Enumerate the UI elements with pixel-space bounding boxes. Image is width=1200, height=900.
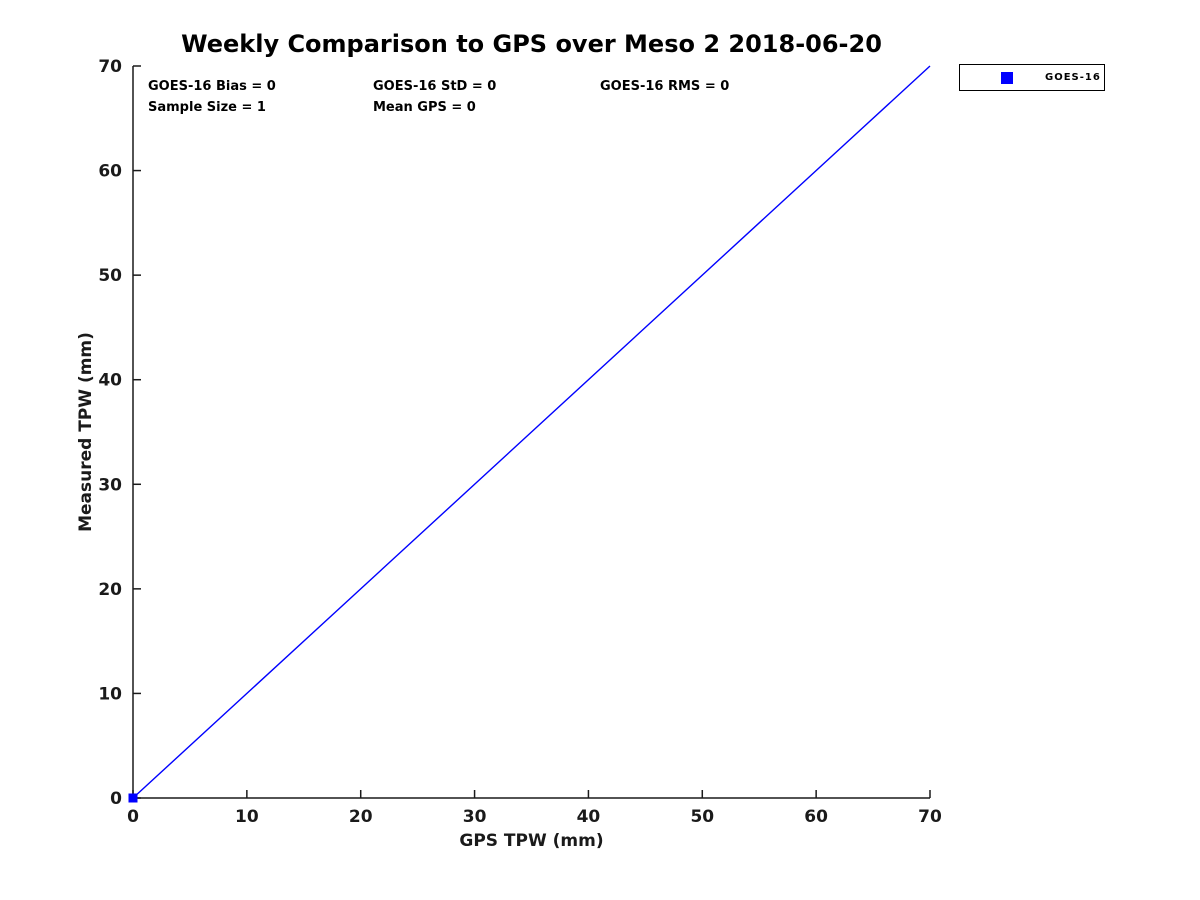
stat-annotation-bias: GOES-16 Bias = 0 (148, 79, 276, 94)
y-tick-label: 20 (98, 580, 122, 600)
y-tick-label: 30 (98, 475, 122, 495)
series-line-one-to-one-line (132, 65, 931, 799)
stat-annotation-sample-size: Sample Size = 1 (148, 100, 266, 115)
legend-label: GOES-16 (1045, 72, 1101, 83)
chart-title: Weekly Comparison to GPS over Meso 2 201… (181, 30, 882, 58)
legend-marker-square-icon (1001, 71, 1013, 84)
x-tick-label: 0 (127, 807, 139, 827)
x-tick-label: 40 (577, 807, 601, 827)
stat-annotation-rms: GOES-16 RMS = 0 (600, 79, 730, 94)
x-axis-label: GPS TPW (mm) (459, 831, 604, 851)
x-tick-label: 10 (235, 807, 259, 827)
y-tick-label: 0 (110, 789, 122, 809)
y-tick-label: 50 (98, 266, 122, 286)
data-point-GOES-16 (128, 793, 138, 803)
y-tick-label: 40 (98, 371, 122, 391)
x-tick-label: 70 (918, 807, 942, 827)
y-tick-label: 60 (98, 162, 122, 182)
stat-annotation-std: GOES-16 StD = 0 (373, 79, 497, 94)
x-tick-label: 30 (463, 807, 487, 827)
x-tick-label: 50 (690, 807, 714, 827)
x-tick-label: 60 (804, 807, 828, 827)
legend: GOES-16 (959, 64, 1105, 91)
stat-annotation-mean-gps: Mean GPS = 0 (373, 100, 476, 115)
y-axis-label: Measured TPW (mm) (76, 332, 96, 532)
y-tick-label: 10 (98, 684, 122, 704)
x-tick-label: 20 (349, 807, 373, 827)
y-tick-label: 70 (98, 57, 122, 77)
